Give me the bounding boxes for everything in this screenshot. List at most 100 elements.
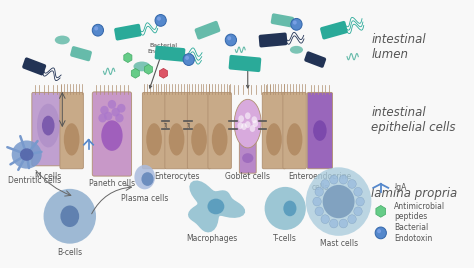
Circle shape	[157, 17, 161, 21]
Circle shape	[329, 219, 338, 228]
Text: Mucins: Mucins	[237, 57, 259, 88]
Polygon shape	[159, 68, 167, 78]
FancyBboxPatch shape	[187, 92, 211, 169]
Text: lamina propria: lamina propria	[372, 187, 457, 200]
FancyBboxPatch shape	[22, 57, 46, 76]
Ellipse shape	[37, 104, 59, 147]
FancyBboxPatch shape	[92, 92, 132, 176]
FancyBboxPatch shape	[32, 92, 64, 166]
Text: Plasma cells: Plasma cells	[121, 194, 168, 203]
Ellipse shape	[241, 123, 247, 130]
Ellipse shape	[245, 112, 251, 119]
Text: IgA: IgA	[394, 183, 406, 192]
Circle shape	[104, 112, 112, 121]
Text: Macrophages: Macrophages	[187, 234, 238, 243]
FancyBboxPatch shape	[165, 92, 188, 169]
Circle shape	[348, 215, 356, 224]
Ellipse shape	[245, 121, 251, 128]
Circle shape	[100, 106, 109, 115]
Circle shape	[111, 108, 120, 117]
FancyBboxPatch shape	[60, 92, 83, 169]
Text: Bacterial
Endotoxin: Bacterial Endotoxin	[148, 43, 179, 88]
Circle shape	[94, 26, 98, 31]
FancyBboxPatch shape	[271, 13, 294, 27]
Circle shape	[313, 197, 321, 206]
Text: Paneth cells: Paneth cells	[89, 179, 135, 188]
Circle shape	[354, 207, 362, 216]
Circle shape	[323, 185, 355, 218]
Ellipse shape	[238, 115, 244, 122]
FancyBboxPatch shape	[228, 55, 261, 72]
Text: intestinal
lumen: intestinal lumen	[372, 33, 426, 61]
Text: T-cells: T-cells	[273, 234, 297, 243]
Text: TJ: TJ	[185, 123, 190, 128]
Ellipse shape	[313, 120, 327, 141]
Ellipse shape	[237, 122, 243, 129]
Circle shape	[183, 54, 194, 65]
Circle shape	[155, 14, 166, 26]
FancyBboxPatch shape	[155, 46, 185, 62]
Polygon shape	[124, 53, 132, 62]
Ellipse shape	[290, 46, 303, 54]
FancyBboxPatch shape	[259, 32, 287, 47]
Circle shape	[225, 34, 237, 46]
Circle shape	[185, 56, 189, 60]
Ellipse shape	[134, 62, 150, 71]
Circle shape	[92, 24, 103, 36]
Ellipse shape	[20, 148, 34, 161]
Ellipse shape	[141, 172, 154, 186]
Ellipse shape	[266, 123, 282, 155]
Circle shape	[44, 189, 96, 244]
Polygon shape	[376, 206, 386, 217]
Ellipse shape	[242, 153, 254, 163]
Text: Enterocytes: Enterocytes	[154, 172, 199, 181]
Text: Bacterial
Endotoxin: Bacterial Endotoxin	[394, 223, 432, 243]
Ellipse shape	[287, 123, 302, 155]
Circle shape	[377, 229, 381, 233]
Polygon shape	[188, 180, 245, 232]
Circle shape	[98, 114, 107, 122]
Text: TJ: TJ	[163, 123, 168, 128]
Ellipse shape	[135, 165, 155, 189]
FancyBboxPatch shape	[262, 92, 286, 169]
Ellipse shape	[250, 125, 255, 132]
Ellipse shape	[146, 123, 162, 155]
FancyBboxPatch shape	[142, 92, 166, 169]
Text: Mast cells: Mast cells	[319, 239, 358, 248]
Circle shape	[375, 227, 386, 239]
Circle shape	[321, 180, 329, 188]
Ellipse shape	[64, 123, 80, 155]
Circle shape	[315, 207, 323, 216]
Circle shape	[348, 180, 356, 188]
FancyBboxPatch shape	[304, 51, 326, 68]
Ellipse shape	[42, 116, 55, 135]
Circle shape	[306, 167, 372, 236]
Circle shape	[293, 21, 297, 25]
Circle shape	[339, 219, 347, 228]
Ellipse shape	[253, 120, 258, 127]
Text: M cells: M cells	[35, 172, 61, 181]
FancyBboxPatch shape	[195, 21, 220, 40]
Ellipse shape	[252, 116, 257, 123]
FancyBboxPatch shape	[320, 21, 348, 39]
Polygon shape	[145, 65, 153, 74]
Circle shape	[291, 18, 302, 30]
FancyBboxPatch shape	[208, 92, 231, 169]
Circle shape	[227, 36, 231, 40]
Ellipse shape	[208, 199, 224, 214]
Text: Goblet cells: Goblet cells	[225, 172, 270, 181]
Circle shape	[108, 100, 116, 109]
Circle shape	[354, 187, 362, 196]
Ellipse shape	[55, 36, 70, 44]
FancyBboxPatch shape	[283, 92, 306, 169]
Text: B-cells: B-cells	[57, 248, 82, 256]
Circle shape	[321, 215, 329, 224]
Ellipse shape	[283, 200, 296, 216]
Ellipse shape	[212, 123, 228, 155]
Circle shape	[315, 187, 323, 196]
Circle shape	[356, 197, 365, 206]
Text: intestinal
epithelial cells: intestinal epithelial cells	[372, 106, 456, 134]
Text: Dentritic cells: Dentritic cells	[8, 176, 61, 185]
Ellipse shape	[169, 123, 184, 155]
Ellipse shape	[101, 120, 123, 151]
